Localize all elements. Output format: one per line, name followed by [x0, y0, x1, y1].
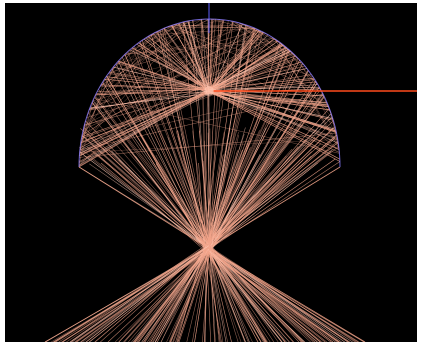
focal-point-glow — [204, 86, 214, 96]
lower-ray-fan — [44, 244, 366, 342]
dome-chord-rays — [78, 18, 341, 168]
ray-trace-viewport[interactable] — [5, 3, 417, 342]
ray-trace-canvas — [44, 3, 417, 342]
